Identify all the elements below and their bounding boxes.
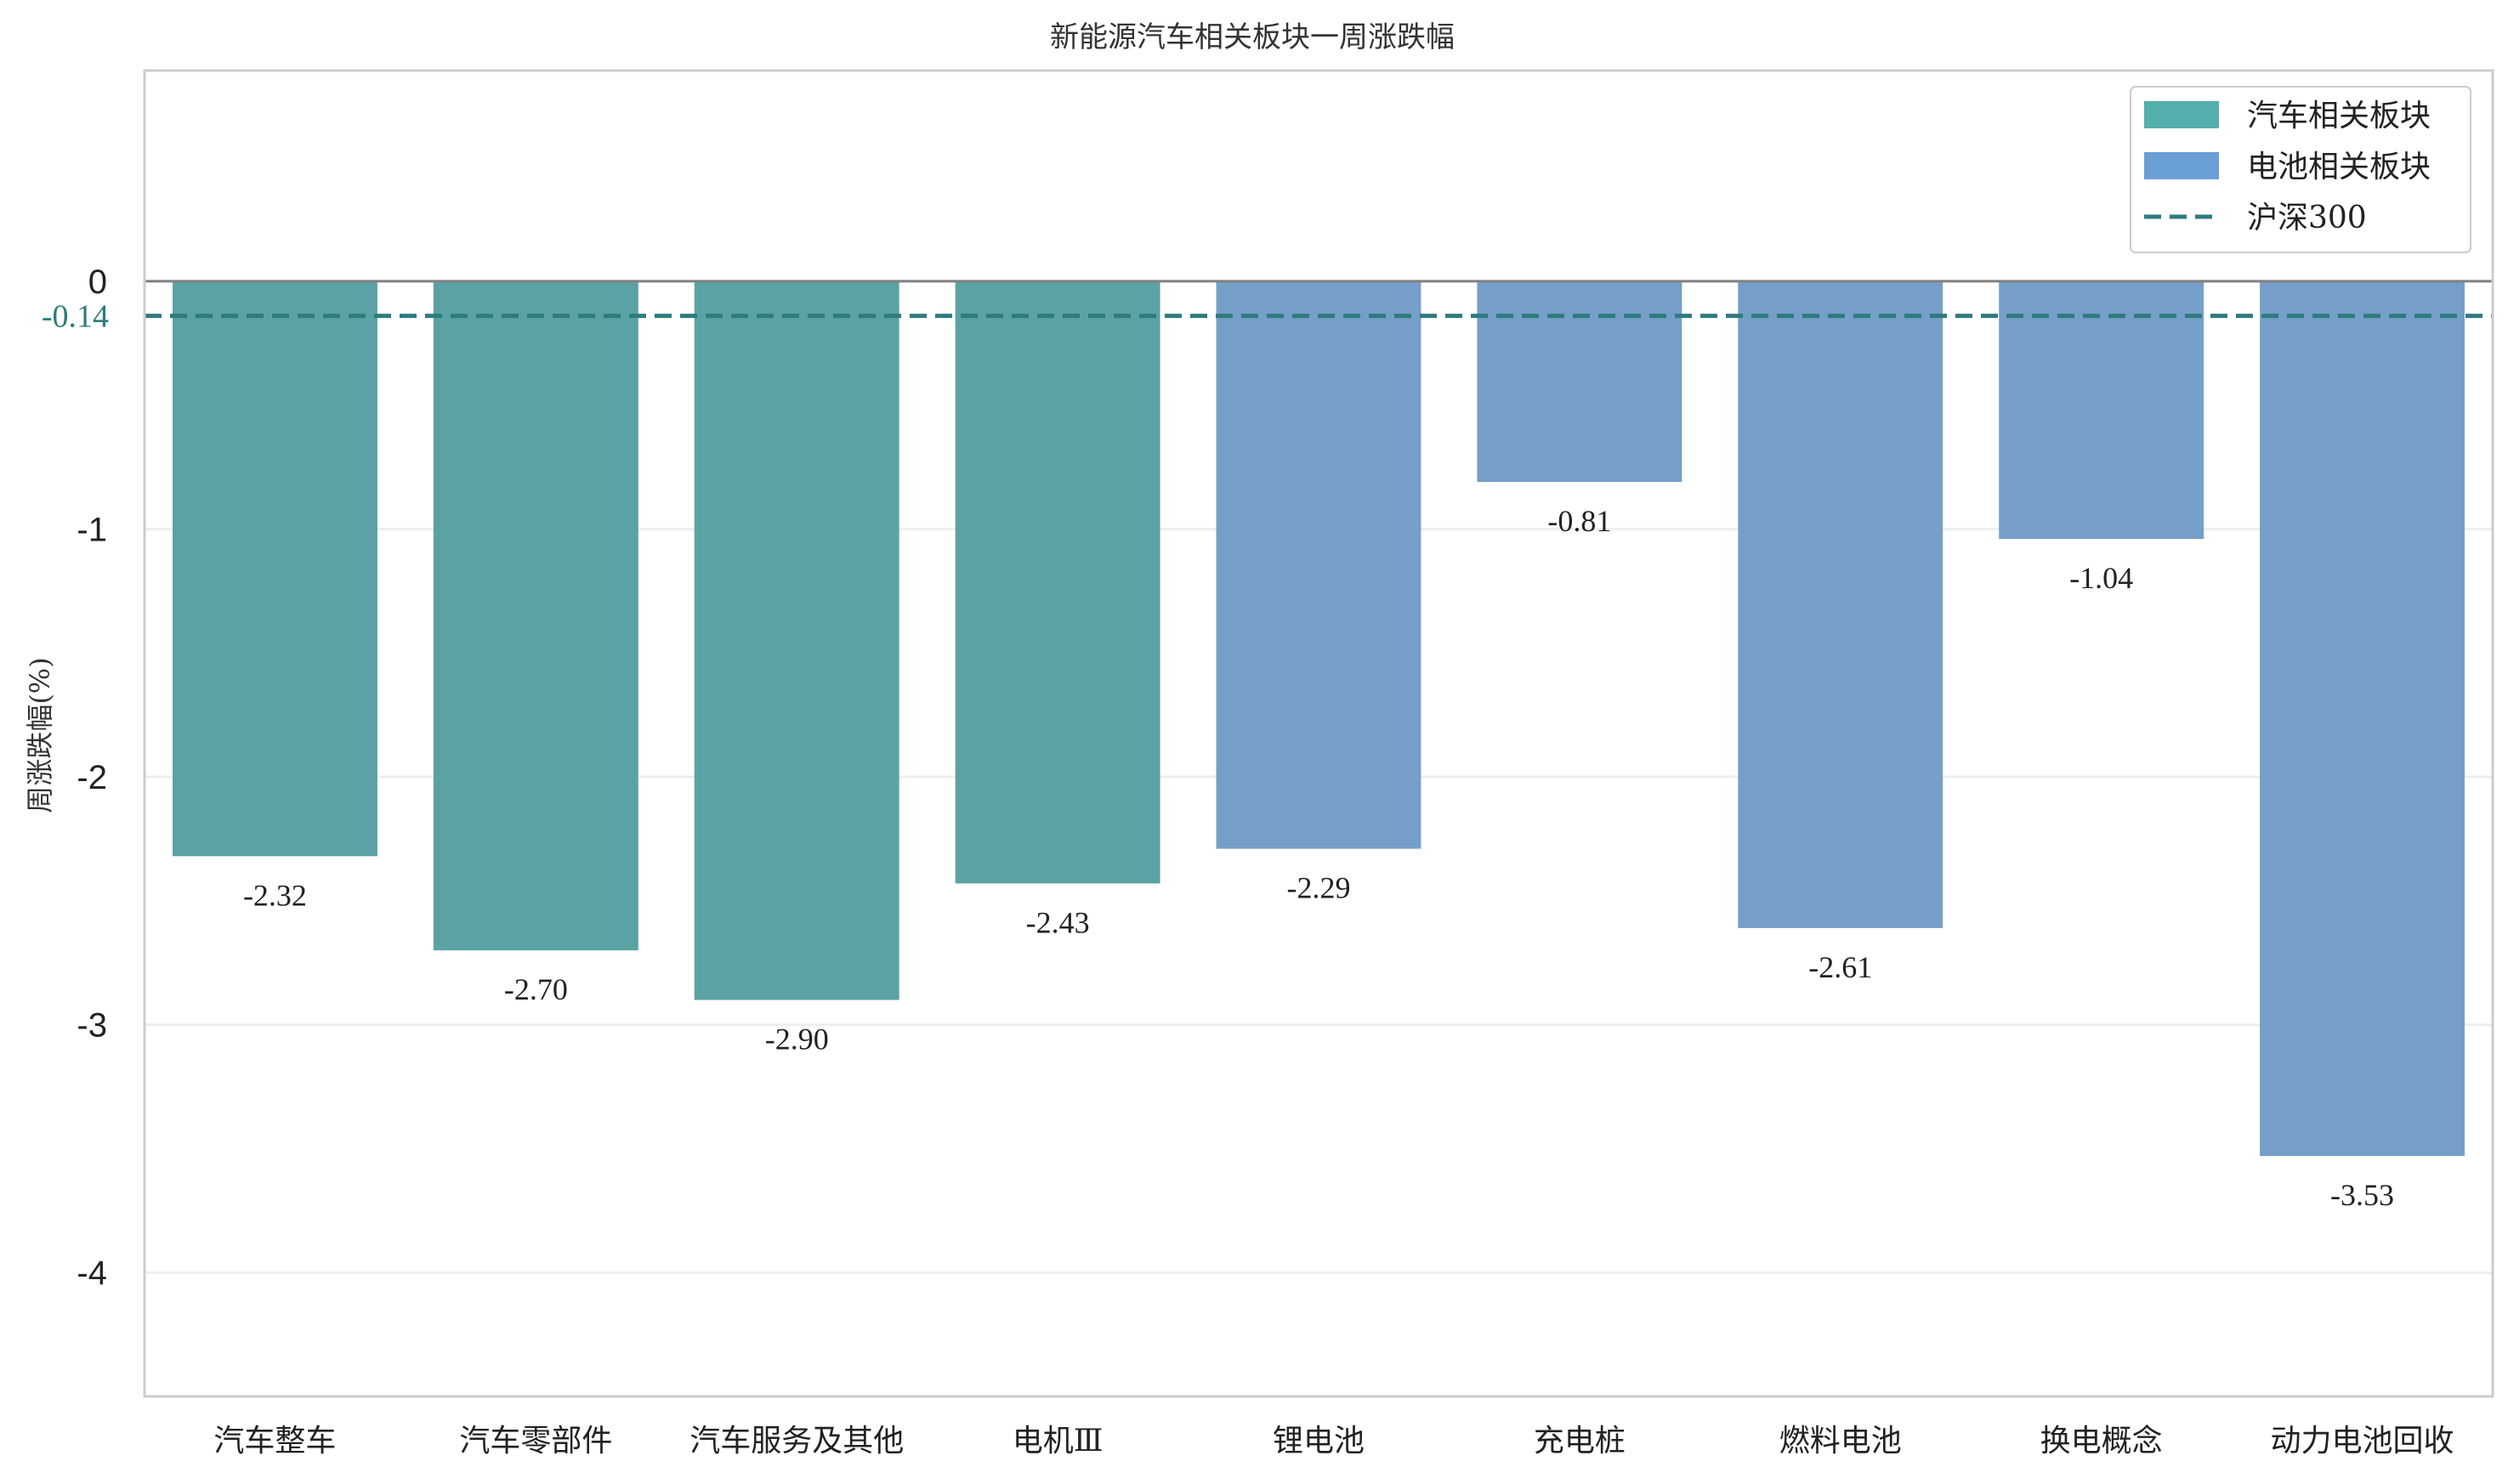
y-tick-label: -1 <box>77 511 107 548</box>
bar-value-label: -0.81 <box>1547 504 1611 538</box>
x-tick-label: 换电概念 <box>2040 1424 2163 1459</box>
bars-group <box>172 280 2465 1157</box>
bar-value-label: -2.61 <box>1808 950 1872 984</box>
bar-value-label: -2.70 <box>504 972 568 1006</box>
legend-swatch-battery <box>2144 152 2219 179</box>
legend-label-battery: 电池相关板块 <box>2247 150 2431 184</box>
x-tick-label: 汽车服务及其他 <box>689 1424 904 1459</box>
bar-value-label: -2.29 <box>1287 871 1351 905</box>
chart-title: 新能源汽车相关板块一周涨跌幅 <box>1050 20 1455 54</box>
x-tick-label: 充电桩 <box>1534 1424 1626 1459</box>
legend-swatch-auto <box>2144 101 2219 128</box>
bar <box>1477 280 1682 483</box>
bar <box>1738 280 1943 928</box>
reference-line-label: -0.14 <box>42 299 109 335</box>
y-tick-label: -4 <box>77 1255 107 1292</box>
reference-line-group: -0.14 <box>42 299 2493 335</box>
x-tick-label: 燃料电池 <box>1779 1424 1902 1459</box>
plot-frame <box>143 69 2494 1398</box>
bar <box>172 280 377 857</box>
legend: 汽车相关板块 电池相关板块 沪深300 <box>2130 86 2471 253</box>
x-tick-label: 汽车整车 <box>213 1424 336 1459</box>
x-tick-label: 汽车零部件 <box>459 1424 612 1459</box>
y-axis-label: 周涨跌幅(%) <box>24 657 56 813</box>
legend-label-reference: 沪深300 <box>2247 201 2367 235</box>
bar <box>1999 280 2204 540</box>
bar <box>955 280 1160 884</box>
bar <box>694 280 899 1000</box>
bar <box>2260 280 2465 1157</box>
bar-value-label: -2.90 <box>765 1022 829 1056</box>
bar <box>1216 280 1421 849</box>
y-tick-label: -3 <box>77 1007 107 1045</box>
y-tick-label: 0 <box>88 263 107 301</box>
y-axis-ticks: 0 -1 -2 -3 -4 <box>77 263 107 1292</box>
y-tick-label: -2 <box>77 759 107 796</box>
bar-value-label: -2.43 <box>1026 905 1090 939</box>
bar-value-label: -1.04 <box>2069 561 2133 595</box>
x-axis-ticks: 汽车整车 汽车零部件 汽车服务及其他 电机Ⅲ 锂电池 充电桩 燃料电池 换电概念 动力电池回收 <box>213 1424 2454 1459</box>
x-tick-label: 锂电池 <box>1273 1424 1365 1459</box>
bar <box>433 280 638 951</box>
x-tick-label: 动力电池回收 <box>2271 1424 2454 1459</box>
bar-value-label: -2.32 <box>243 878 307 912</box>
bar-value-label: -3.53 <box>2330 1178 2394 1212</box>
data-labels-group: -2.32 -2.70 -2.90 -2.43 -2.29 -0.81 -2.61 -1.04… <box>243 504 2394 1212</box>
legend-label-auto: 汽车相关板块 <box>2247 99 2431 133</box>
x-tick-label: 电机Ⅲ <box>1013 1424 1104 1459</box>
